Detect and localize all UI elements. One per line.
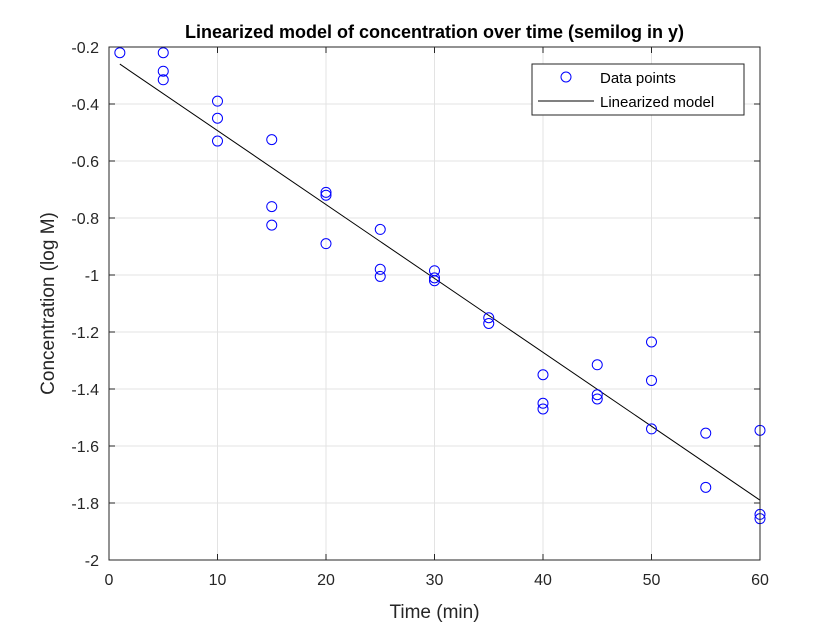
y-tick-label: -1.8 [71,496,99,513]
data-point [212,112,223,124]
data-point [266,134,278,146]
data-point [374,223,386,235]
data-point [374,263,386,275]
data-point [320,238,332,250]
data-point [212,135,223,147]
data-point [483,312,495,324]
plot-content [114,47,766,525]
y-tick-label: -1.4 [71,382,99,399]
y-tick-label: -0.6 [71,154,99,171]
data-point [646,374,657,386]
data-point [591,393,603,405]
data-point [591,389,603,401]
data-point [646,423,657,435]
y-tick-label: -0.2 [71,40,99,57]
data-point [320,186,332,198]
x-tick-label: 20 [317,572,335,589]
data-point [320,189,332,201]
x-tick-label: 0 [105,572,114,589]
data-point [374,270,386,282]
legend-marker-data-points [560,71,572,83]
x-tick-label: 30 [426,572,444,589]
data-point [483,317,495,329]
x-tick-label: 60 [751,572,769,589]
data-point [157,74,169,86]
data-point [212,95,223,107]
y-tick-label: -1.2 [71,325,99,342]
data-point [537,369,549,381]
data-point [700,427,712,439]
data-point [591,359,603,371]
data-point [429,272,440,284]
model-line [119,63,761,501]
grid [109,47,760,560]
y-tick-label: -1.6 [71,439,99,456]
data-point [429,275,440,287]
ticks: 0 10 20 30 40 50 60 -2 -1.8 -1.6 -1.4 -1.2 -1 -0.8 -0.… [71,40,769,589]
legend-label-data-points: Data points [600,70,676,87]
y-tick-label: -0.8 [71,211,99,228]
x-tick-label: 50 [643,572,661,589]
y-tick-label: -1 [85,268,99,285]
y-tick-label: -0.4 [71,97,99,114]
data-point [157,65,169,77]
data-point [700,481,712,493]
x-tick-label: 40 [534,572,552,589]
data-point [114,47,126,59]
data-point [537,397,549,409]
y-tick-label: -2 [85,553,99,570]
data-point [646,336,657,348]
x-tick-label: 10 [209,572,227,589]
x-axis-label: Time (min) [389,602,479,623]
legend: Data points Linearized model [531,63,745,116]
chart-title: Linearized model of concentration over t… [185,22,684,42]
legend-label-linearized-model: Linearized model [600,94,714,111]
data-point [157,47,169,59]
data-point [266,219,278,231]
data-point [266,201,278,213]
data-point [537,403,549,415]
y-axis-label: Concentration (log M) [38,212,59,395]
